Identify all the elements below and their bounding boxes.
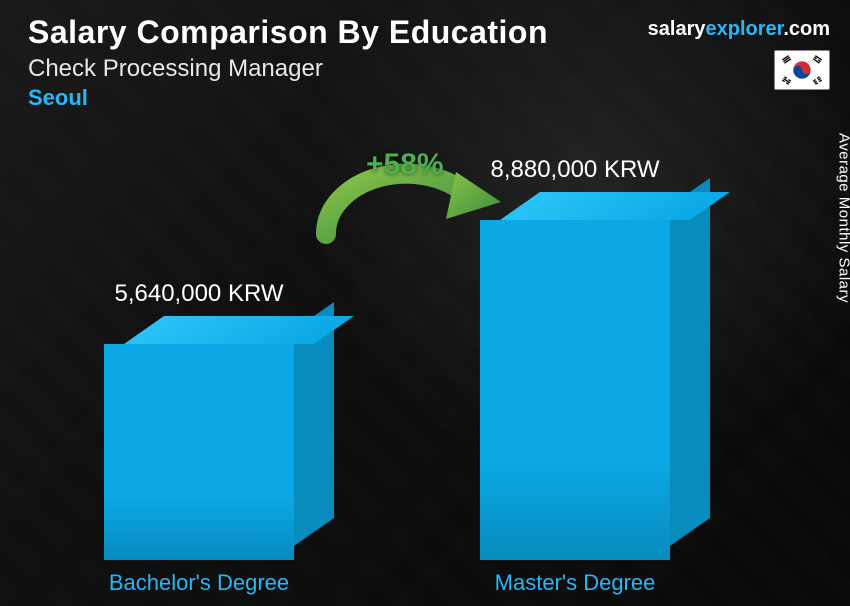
bar-value-label: 8,880,000 KRW [491, 156, 660, 184]
percent-increase-label: +58% [366, 148, 444, 182]
bar-0: Bachelor's Degree5,640,000 KRW [104, 344, 294, 560]
bar-top-face [500, 192, 730, 220]
y-axis-label: Average Monthly Salary [836, 133, 850, 303]
bar-1: Master's Degree8,880,000 KRW [480, 220, 670, 560]
bar-chart: Bachelor's Degree5,640,000 KRW Master's D… [0, 150, 810, 560]
bar-top-face [124, 316, 354, 344]
brand-suffix: .com [783, 18, 830, 40]
brand-part-a: salary [648, 18, 706, 40]
flag-icon [774, 50, 830, 90]
bar-front-face [104, 344, 294, 560]
arrow-icon [306, 154, 506, 274]
bar-side-face [670, 178, 710, 546]
page-subtitle: Check Processing Manager [28, 55, 830, 83]
bar-category-label: Bachelor's Degree [109, 570, 289, 596]
bar-category-label: Master's Degree [495, 570, 656, 596]
brand-part-b: explorer [705, 18, 783, 40]
city-label: Seoul [28, 85, 830, 111]
bar-front-face [480, 220, 670, 560]
brand: salaryexplorer.com [648, 18, 830, 41]
increase-arrow: +58% [306, 154, 506, 274]
bar-value-label: 5,640,000 KRW [115, 280, 284, 308]
